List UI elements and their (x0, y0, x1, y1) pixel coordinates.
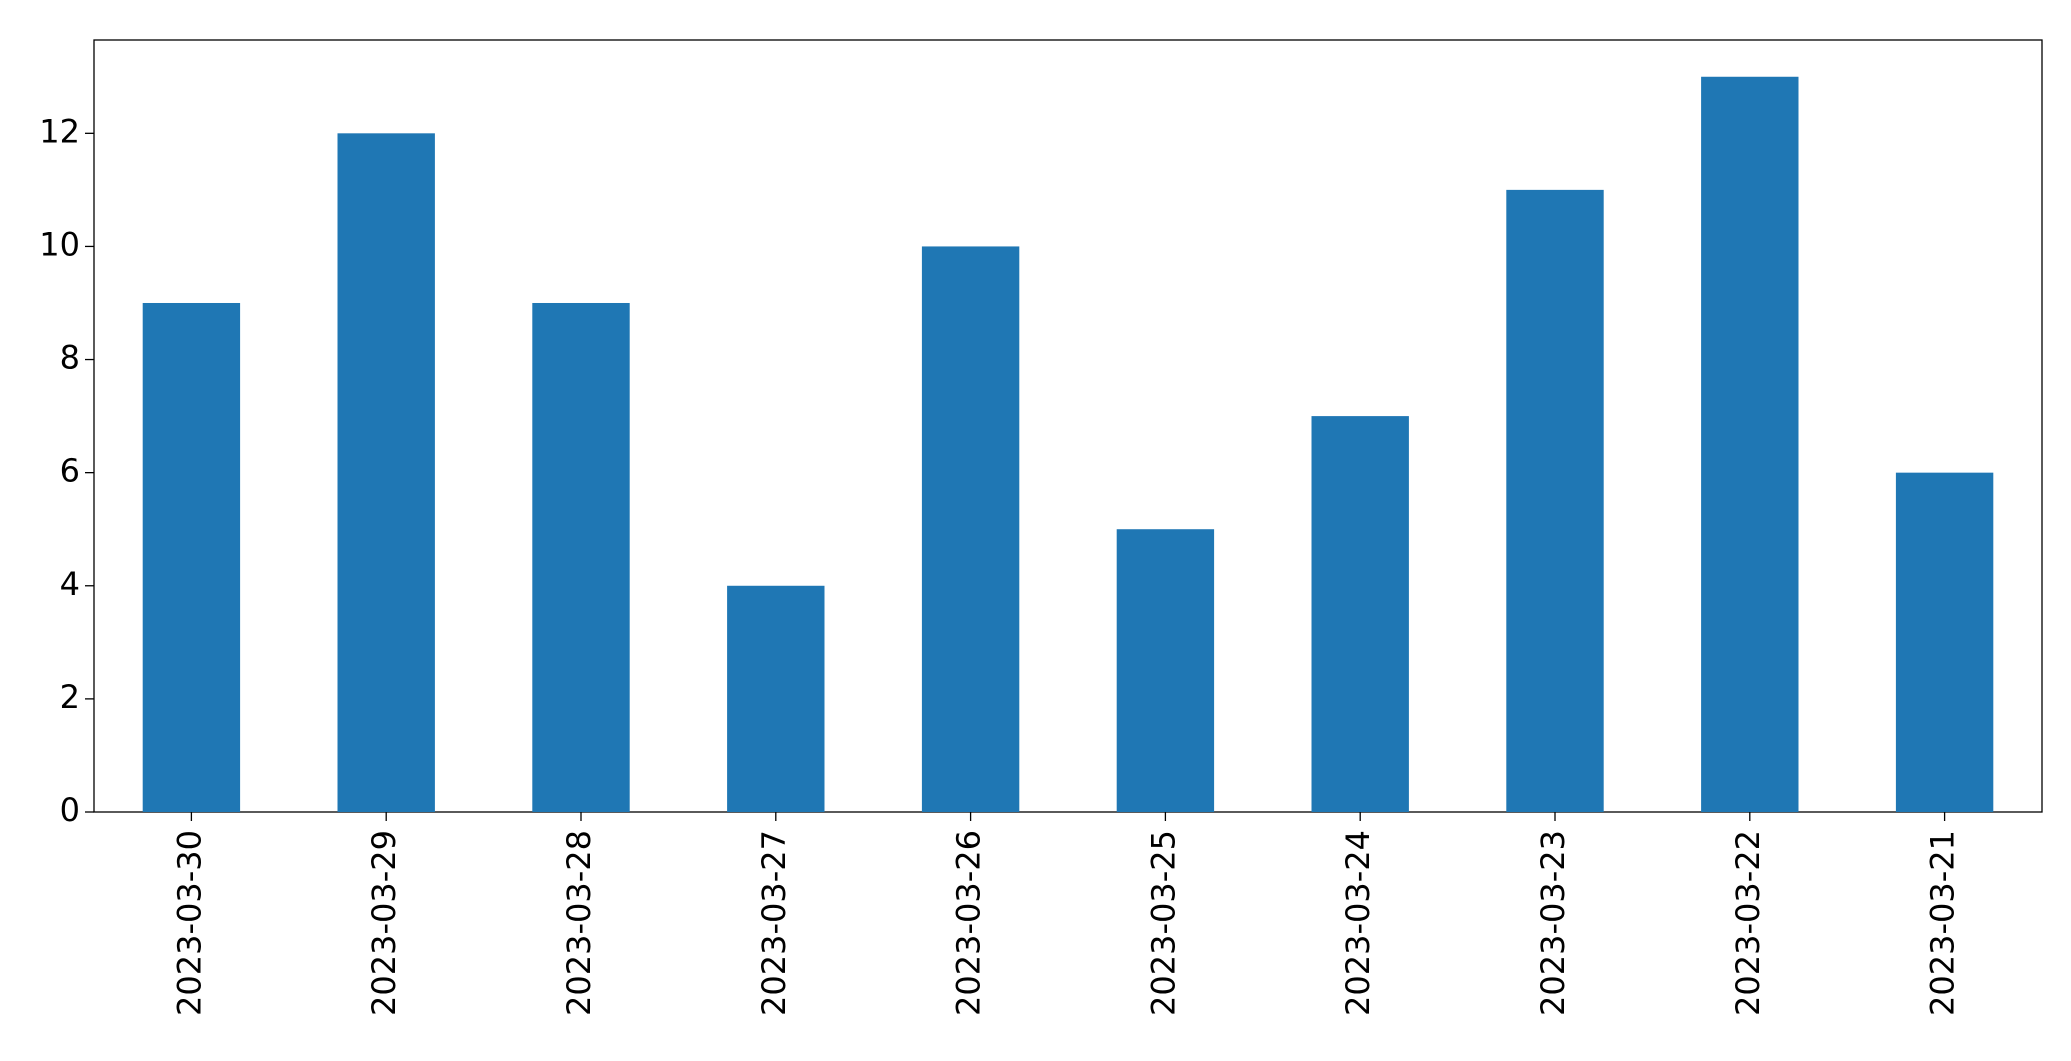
y-tick-label: 6 (60, 452, 80, 490)
x-tick-label: 2023-03-27 (755, 830, 793, 1016)
y-tick-label: 8 (60, 339, 80, 377)
y-tick-label: 12 (39, 112, 80, 150)
bar (337, 133, 435, 813)
bar (1506, 189, 1604, 812)
x-tick-label: 2023-03-22 (1729, 830, 1767, 1016)
y-tick-label: 0 (60, 791, 80, 829)
y-tick-label: 10 (39, 225, 80, 263)
bar (1116, 529, 1215, 812)
bar (921, 246, 1020, 812)
x-tick-label: 2023-03-24 (1339, 830, 1377, 1016)
x-tick-label: 2023-03-25 (1144, 830, 1182, 1016)
x-tick-label: 2023-03-21 (1924, 830, 1962, 1016)
bar (532, 302, 630, 812)
bar (1701, 76, 1799, 812)
bar (1311, 416, 1409, 812)
x-tick-label: 2023-03-30 (170, 830, 208, 1016)
x-tick-label: 2023-03-23 (1534, 830, 1572, 1016)
bar (727, 585, 825, 812)
y-tick-label: 4 (60, 565, 80, 603)
bar (142, 302, 241, 812)
y-tick-label: 2 (60, 678, 80, 716)
x-tick-label: 2023-03-29 (365, 830, 403, 1016)
x-tick-label: 2023-03-28 (560, 830, 598, 1016)
bar (1895, 472, 1994, 812)
x-tick-label: 2023-03-26 (950, 830, 988, 1016)
axes-frame (93, 39, 2043, 813)
